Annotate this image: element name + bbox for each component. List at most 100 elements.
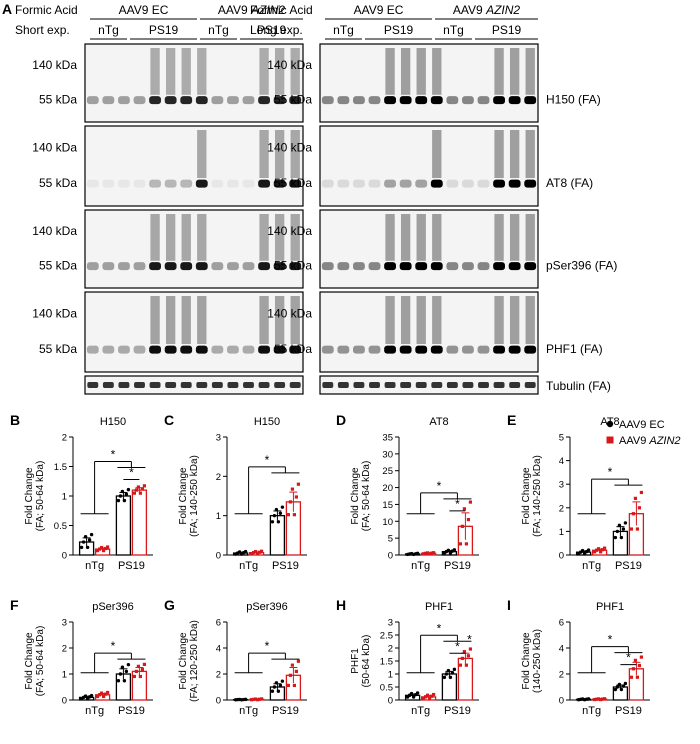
blot-smear [197, 48, 207, 95]
data-point [134, 488, 138, 492]
y-tick-label: 1 [216, 511, 221, 522]
y-tick-label: 3 [216, 433, 221, 444]
blot-band [524, 345, 537, 354]
data-point [270, 520, 275, 524]
y-tick-label: 0 [62, 551, 67, 562]
data-point [140, 667, 144, 672]
bar [131, 489, 148, 556]
blot-subgroup-label: nTg [98, 23, 119, 37]
blot-band [195, 345, 208, 354]
y-axis-label: (FA; 50-64 kDa) [35, 461, 46, 532]
data-point [595, 548, 599, 552]
significance-star: * [265, 639, 270, 653]
data-point [450, 671, 455, 675]
blot-band [384, 262, 396, 271]
blot-band [258, 96, 270, 105]
blot-smear [181, 48, 191, 95]
blot-band [289, 382, 301, 388]
y-axis-label: Fold Change [24, 467, 35, 525]
blot-band [446, 262, 459, 271]
x-tick-label: nTg [85, 560, 104, 572]
data-point [599, 550, 603, 554]
blot-band [431, 382, 443, 388]
blot-band [243, 382, 254, 388]
blot-name-label: PHF1 (FA) [546, 342, 603, 356]
y-axis-label: Fold Change [24, 632, 35, 690]
data-point [458, 663, 462, 667]
y-tick-label: 1 [559, 527, 564, 538]
blot-band [321, 96, 334, 105]
y-tick-label: 4 [559, 644, 564, 655]
mw-label-140: 140 kDa [267, 307, 312, 321]
blot-band [86, 262, 99, 271]
blot-band [180, 179, 193, 188]
blot-band [87, 382, 99, 388]
data-point [286, 683, 290, 688]
blot-smear [525, 296, 535, 344]
blot-band [477, 179, 490, 188]
blot-band [368, 262, 381, 271]
blot-band [227, 345, 239, 354]
data-point [629, 527, 633, 531]
data-point [276, 520, 281, 524]
blot-smear [259, 296, 269, 344]
blot-band [86, 179, 99, 188]
y-tick-label: 2 [62, 644, 67, 655]
blot-smear [416, 296, 426, 344]
data-point [599, 697, 603, 702]
blot-band [289, 345, 302, 354]
blot-smear [197, 130, 207, 178]
data-point [621, 684, 626, 688]
y-axis-label: Fold Change [178, 467, 189, 525]
blot-smear [165, 48, 176, 95]
x-tick-label: nTg [85, 705, 104, 717]
blot-smear [385, 296, 395, 344]
y-tick-label: 0 [216, 696, 221, 707]
blot-band [337, 96, 350, 105]
significance-star: * [608, 465, 613, 479]
data-point [617, 523, 622, 527]
data-point [118, 672, 123, 676]
y-tick-label: 2 [388, 644, 393, 655]
y-tick-label: 1.5 [380, 657, 393, 668]
blot-band [493, 262, 505, 271]
x-tick-label: nTg [411, 705, 430, 717]
blot-exposure-label: Long exp. [250, 23, 303, 37]
blot-band [195, 179, 208, 188]
chart-b: B H150 Fold Change (FA; 50-64 kDa) 0 0.5 1 1.5 2… [10, 412, 153, 572]
mw-label-140: 140 kDa [267, 224, 312, 238]
y-tick-label: 15 [382, 500, 393, 511]
mw-label-55: 55 kDa [39, 176, 77, 190]
blot-band [415, 262, 428, 271]
data-point [243, 697, 248, 702]
data-point [104, 546, 108, 551]
blot-band [430, 96, 443, 105]
blot-smear [385, 48, 395, 95]
x-tick-label: PS19 [118, 560, 145, 572]
blot-group-label: AAV9 AZIN2 [453, 3, 520, 17]
blot-band [415, 382, 427, 388]
y-tick-label: 2.5 [380, 631, 393, 642]
y-tick-label: 25 [382, 466, 393, 477]
blot-band [384, 345, 396, 354]
data-point [623, 521, 628, 525]
data-point [288, 500, 292, 504]
blot-band [149, 96, 161, 105]
y-tick-label: 6 [559, 618, 564, 629]
blot-smear [197, 296, 207, 344]
blot-subgroup-label: PS19 [492, 23, 522, 37]
y-tick-label: 30 [382, 449, 393, 460]
data-point [615, 529, 620, 534]
blot-group-label: AAV9 EC [119, 3, 169, 17]
blot-band [368, 345, 381, 354]
data-point [631, 512, 635, 516]
blot-band [86, 345, 99, 354]
blot-band [415, 179, 428, 188]
blot-smear [416, 48, 426, 95]
y-tick-label: 1.5 [54, 462, 67, 473]
blot-smear [259, 130, 269, 178]
data-point [286, 513, 290, 517]
y-tick-label: 4 [216, 644, 221, 655]
data-point [428, 552, 432, 556]
